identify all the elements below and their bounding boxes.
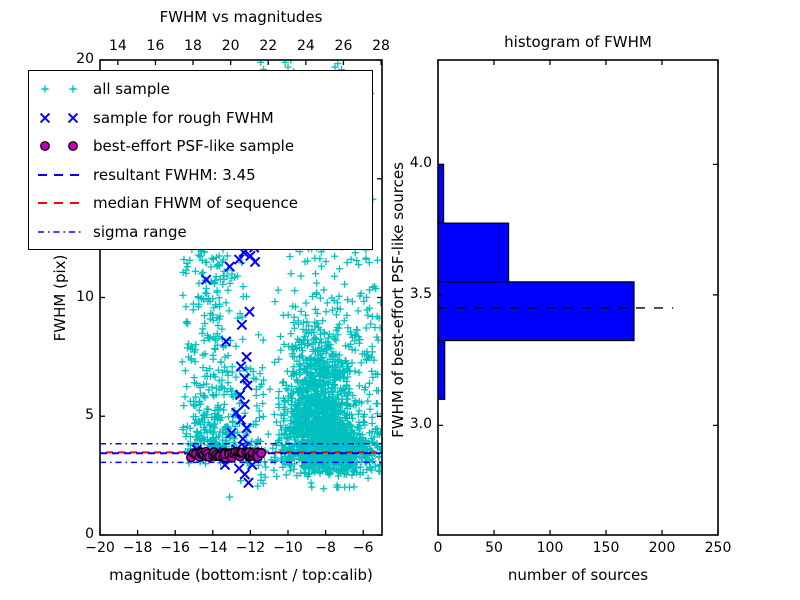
left-y-tick-label: 5 bbox=[85, 407, 94, 424]
left-x-tick-label: −10 bbox=[273, 540, 303, 556]
left-x-tick-label: −18 bbox=[122, 540, 153, 556]
right-plot-ylabel: FWHM of best-effort PSF-like sources bbox=[389, 162, 407, 438]
legend-item-label: sample for rough FWHM bbox=[93, 108, 274, 127]
left-top-tick-label: 24 bbox=[296, 38, 315, 54]
hist-bar bbox=[438, 222, 510, 283]
legend-item: all sample bbox=[29, 75, 372, 103]
right-x-tick-label: 100 bbox=[536, 540, 564, 556]
x-legend-marker-icon bbox=[39, 112, 79, 123]
plus-legend-marker-icon bbox=[41, 85, 77, 93]
right-y-tick-label: 4.0 bbox=[409, 155, 432, 172]
right-plot-xlabel: number of sources bbox=[507, 566, 649, 584]
right-plot-title: histogram of FWHM bbox=[504, 33, 652, 51]
left-top-tick-label: 16 bbox=[146, 38, 165, 54]
right-plot-area bbox=[438, 163, 674, 400]
hist-bar bbox=[438, 163, 445, 224]
left-plot-title: FWHM vs magnitudes bbox=[159, 8, 323, 26]
legend-item: best-effort PSF-like sample bbox=[29, 132, 372, 160]
right-x-tick-label: 200 bbox=[648, 540, 676, 556]
left-x-tick-label: −16 bbox=[160, 540, 190, 556]
left-top-tick-label: 28 bbox=[372, 38, 390, 54]
legend-item-label: resultant FWHM: 3.45 bbox=[93, 165, 256, 184]
right-y-tick-label: 3.0 bbox=[409, 416, 432, 433]
legend-item: sigma range bbox=[29, 218, 372, 246]
legend-item: sample for rough FWHM bbox=[29, 104, 372, 132]
left-x-tick-label: −12 bbox=[235, 540, 266, 556]
left-x-tick-label: −14 bbox=[198, 540, 228, 556]
legend: all sample sample for rough FWHM best-effo… bbox=[28, 70, 373, 250]
legend-item: resultant FWHM: 3.45 bbox=[29, 161, 372, 189]
left-top-tick-label: 18 bbox=[184, 38, 202, 54]
hist-bar bbox=[438, 339, 446, 400]
right-x-tick-label: 50 bbox=[485, 540, 503, 556]
hist-bar bbox=[438, 281, 635, 342]
left-y-tick-label: 20 bbox=[76, 51, 94, 67]
left-top-tick-label: 20 bbox=[221, 38, 240, 54]
left-top-tick-label: 22 bbox=[259, 38, 278, 54]
dashed-legend-marker-icon bbox=[38, 173, 83, 176]
left-x-tick-label: −8 bbox=[315, 540, 336, 556]
right-x-tick-label: 150 bbox=[592, 540, 620, 556]
left-plot-ylabel: FWHM (pix) bbox=[51, 254, 69, 342]
circle-legend-marker-icon bbox=[40, 141, 78, 152]
right-y-tick-label: 3.5 bbox=[409, 285, 432, 302]
legend-item-label: all sample bbox=[93, 80, 170, 98]
legend-item-label: sigma range bbox=[93, 223, 187, 241]
right-plot-frame bbox=[437, 59, 719, 536]
left-plot-xlabel: magnitude (bottom:isnt / top:calib) bbox=[109, 566, 373, 584]
right-x-tick-label: 250 bbox=[704, 540, 732, 556]
dashed-legend-marker-icon bbox=[38, 202, 83, 205]
left-y-tick-label: 10 bbox=[76, 288, 94, 305]
left-top-tick-label: 26 bbox=[334, 38, 353, 54]
left-plot-area bbox=[100, 60, 382, 501]
left-y-tick-label: 0 bbox=[85, 526, 94, 542]
left-top-tick-label: 14 bbox=[108, 38, 127, 54]
left-x-tick-label: −6 bbox=[352, 540, 374, 556]
legend-item-label: median FHWM of sequence bbox=[93, 194, 298, 213]
dashdot-legend-marker-icon bbox=[38, 231, 83, 233]
legend-item: median FHWM of sequence bbox=[29, 189, 372, 217]
psf-sample-points bbox=[186, 446, 267, 463]
left-x-tick-label: −20 bbox=[85, 540, 115, 556]
right-x-tick-label: 0 bbox=[433, 540, 443, 556]
legend-item-label: best-effort PSF-like sample bbox=[93, 137, 295, 156]
